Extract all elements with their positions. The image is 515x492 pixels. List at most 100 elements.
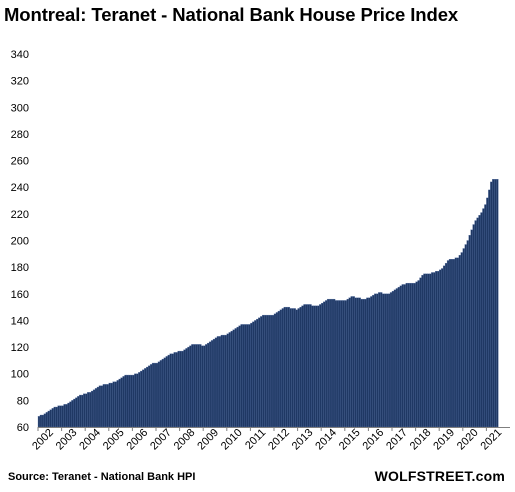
bar-2019-m6: [448, 258, 452, 428]
bar-2006-m2: [134, 373, 137, 428]
bar-2020-m9: [478, 215, 481, 428]
y-tick-label: 220: [11, 209, 29, 221]
bar-2004-m7: [96, 386, 100, 428]
bar-2004-m12: [106, 384, 110, 428]
bar-2010-m6: [236, 326, 239, 428]
bar-2020-m10: [480, 212, 483, 428]
bar-2005-m8: [122, 376, 125, 428]
bar-2017-m4: [397, 286, 401, 428]
x-tick-label: 2009: [195, 427, 221, 453]
y-tick-label: 320: [11, 76, 29, 88]
bar-2010-m11: [246, 324, 249, 428]
bar-2007-m11: [175, 352, 178, 428]
bar-2019-m8: [452, 258, 456, 428]
bar-2004-m9: [100, 385, 104, 428]
bar-2007-m10: [173, 352, 176, 428]
bar-2005-m11: [128, 374, 131, 428]
bar-2017-m8: [405, 282, 409, 428]
bar-2010-m2: [228, 332, 232, 428]
bar-2019-m1: [439, 269, 442, 428]
bar-2007-m2: [157, 361, 161, 428]
bar-2014-m11: [340, 300, 344, 428]
bar-2010-m4: [232, 329, 235, 428]
bar-2004-m5: [92, 389, 96, 428]
bar-2021-m6: [496, 179, 499, 428]
bar-2020-m4: [468, 235, 471, 428]
bar-2009-m7: [214, 337, 218, 428]
x-tick-label: 2019: [431, 427, 457, 453]
x-tick-label: 2017: [384, 427, 410, 453]
brand-label: WOLFSTREET.com: [374, 468, 505, 484]
bar-2011-m5: [258, 317, 261, 428]
bar-2013-m5: [305, 304, 308, 428]
bar-2009-m11: [222, 334, 226, 428]
bar-2008-m6: [189, 345, 192, 428]
bar-2014-m6: [330, 298, 334, 428]
bar-2006-m8: [146, 366, 149, 428]
bar-2002-m7: [49, 409, 53, 428]
bar-2017-m2: [393, 289, 397, 428]
bar-2006-m9: [147, 365, 151, 428]
bar-2007-m8: [169, 353, 173, 428]
bar-2010-m1: [226, 333, 230, 428]
bar-2014-m1: [321, 302, 324, 428]
bar-2021-m5: [494, 179, 497, 428]
bar-2003-m3: [65, 404, 68, 428]
bar-2015-m2: [346, 298, 350, 428]
bar-2009-m8: [216, 336, 220, 428]
bar-2020-m11: [482, 208, 485, 428]
bar-2003-m12: [83, 393, 86, 428]
bar-2007-m3: [159, 360, 163, 428]
bar-2020-m1: [462, 248, 466, 428]
bar-2003-m4: [67, 402, 70, 428]
bar-2008-m5: [187, 346, 190, 428]
bar-2017-m3: [395, 288, 399, 428]
bar-2011-m7: [262, 314, 265, 428]
chart-title: Montreal: Teranet - National Bank House …: [4, 4, 459, 25]
x-tick-label: 2013: [290, 427, 316, 453]
bar-2019-m11: [458, 254, 462, 428]
bar-2015-m5: [352, 296, 355, 428]
x-tick-label: 2007: [148, 427, 174, 453]
bar-2012-m1: [273, 313, 277, 428]
y-tick-label: 200: [11, 236, 29, 248]
bar-2012-m5: [281, 308, 285, 428]
x-tick-label: 2004: [77, 427, 103, 453]
bar-2006-m7: [144, 368, 147, 428]
y-tick-label: 80: [17, 395, 29, 407]
bar-2004-m1: [85, 393, 88, 428]
bar-2009-m6: [212, 338, 216, 428]
bar-2011-m10: [267, 314, 271, 428]
bar-2016-m10: [385, 293, 389, 428]
bar-2019-m5: [446, 260, 450, 428]
bar-2012-m6: [283, 306, 287, 428]
bar-2003-m8: [75, 397, 78, 428]
bar-2018-m6: [425, 273, 428, 428]
bar-2015-m1: [344, 300, 348, 428]
x-tick-label: 2018: [408, 427, 434, 453]
y-axis: 60 80 100 120 140 160 180 200 220 240 260 280 300 320…: [11, 49, 29, 434]
bar-2002-m6: [47, 410, 51, 428]
bar-2016-m8: [382, 293, 385, 428]
bar-2020-m6: [472, 224, 475, 428]
bar-2018-m1: [415, 281, 418, 428]
bar-2013-m2: [299, 306, 302, 428]
bar-2020-m12: [484, 204, 487, 428]
y-tick-label: 180: [11, 262, 29, 274]
x-tick-label: 2021: [479, 427, 505, 453]
source-note: Source: Teranet - National Bank HPI: [8, 471, 196, 483]
bar-2019-m7: [450, 258, 454, 428]
bar-2016-m12: [389, 292, 393, 428]
bar-2002-m10: [55, 406, 58, 428]
bar-2019-m3: [442, 265, 446, 428]
bar-2020-m3: [466, 240, 470, 428]
bar-2012-m9: [289, 308, 293, 428]
bar-2014-m8: [334, 300, 338, 428]
bar-2005-m6: [118, 378, 121, 428]
bar-2005-m9: [124, 374, 127, 428]
bar-2008-m12: [201, 345, 204, 428]
bar-2007-m12: [177, 350, 180, 428]
y-tick-label: 100: [11, 369, 29, 381]
bar-2016-m7: [380, 292, 383, 428]
